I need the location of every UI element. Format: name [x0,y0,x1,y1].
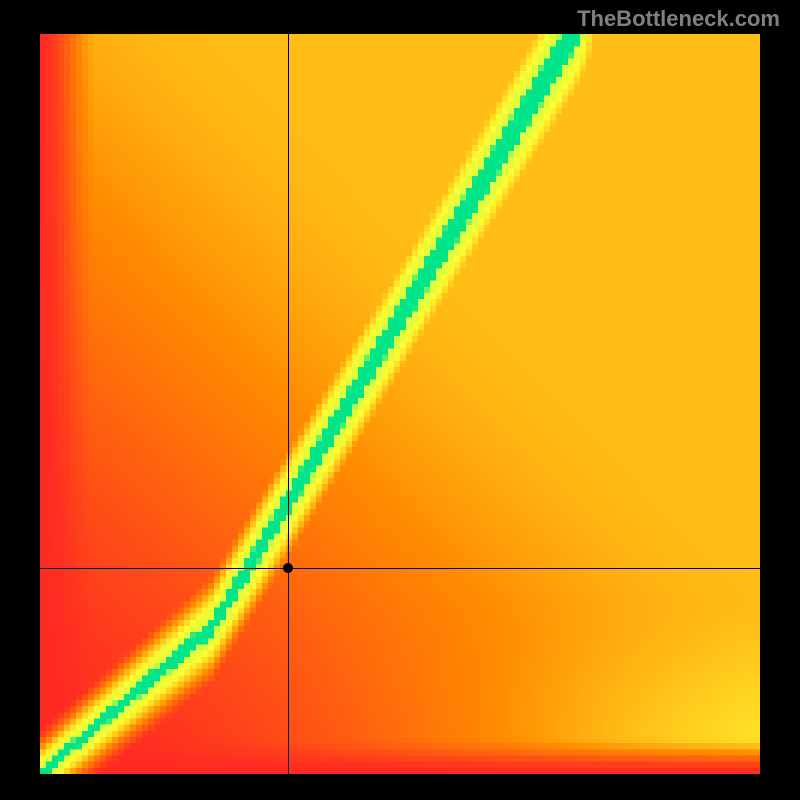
crosshair [40,34,760,774]
crosshair-horizontal-line [40,568,760,569]
chart-container: TheBottleneck.com [0,0,800,800]
watermark-text: TheBottleneck.com [577,6,780,32]
plot-frame [40,34,760,774]
crosshair-marker-dot [283,563,293,573]
crosshair-vertical-line [288,34,289,774]
